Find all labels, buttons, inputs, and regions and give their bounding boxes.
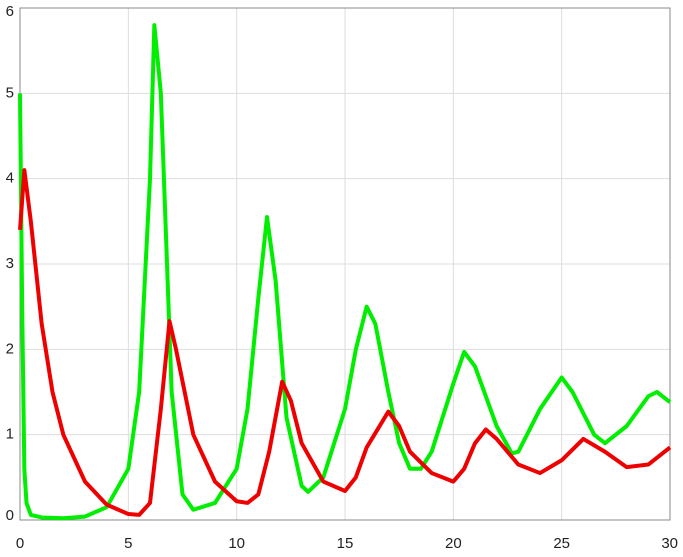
y-tick-label: 0 [6, 507, 14, 524]
x-tick-label: 20 [445, 535, 462, 552]
x-tick-label: 25 [553, 535, 570, 552]
series-line [18, 168, 672, 517]
x-tick-label: 30 [661, 535, 678, 552]
y-tick-label: 1 [6, 426, 14, 443]
x-tick-label: 5 [124, 535, 132, 552]
x-tick-label: 0 [16, 535, 24, 552]
y-tick-label: 6 [6, 3, 14, 20]
y-tick-label: 3 [6, 255, 14, 272]
x-tick-label: 10 [228, 535, 245, 552]
y-tick-label: 4 [6, 170, 14, 187]
y-tick-label: 2 [6, 340, 14, 357]
series-line [18, 23, 672, 521]
x-tick-label: 15 [337, 535, 354, 552]
y-tick-label: 5 [6, 84, 14, 101]
